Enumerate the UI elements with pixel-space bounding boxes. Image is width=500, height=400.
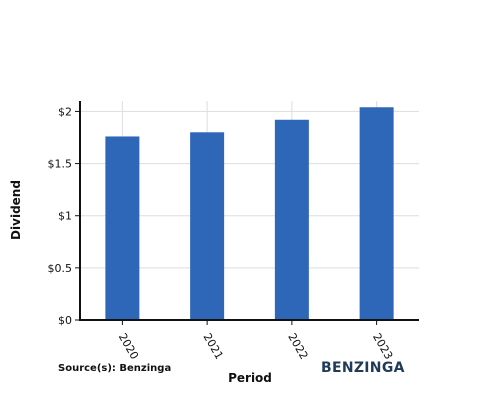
bar-2023 <box>359 107 394 320</box>
y-tick-label: $2 <box>58 105 72 118</box>
x-tick-label: 2020 <box>116 331 141 362</box>
bar-2020 <box>105 136 140 320</box>
bars <box>105 107 394 321</box>
benzinga-logo: BENZINGA <box>321 360 405 376</box>
x-tick-label: 2023 <box>370 331 395 362</box>
x-tick-label: 2022 <box>285 331 310 362</box>
x-tick-label: 2021 <box>201 331 226 362</box>
y-tick-label: $1.5 <box>48 158 73 171</box>
x-tick-labels: 2020 2021 2022 2023 <box>116 331 396 362</box>
source-note: Source(s): Benzinga <box>58 363 172 374</box>
y-tick-label: $1 <box>58 210 72 223</box>
y-tick-label: $0.5 <box>48 262 73 275</box>
axes <box>75 101 419 325</box>
y-tick-labels: $0 $0.5 $1 $1.5 $2 <box>48 105 73 327</box>
x-axis-label: Period <box>228 371 272 385</box>
bar-2022 <box>274 119 309 321</box>
y-axis-label: Dividend <box>9 180 23 240</box>
bar-2021 <box>190 132 225 320</box>
y-tick-label: $0 <box>58 314 72 327</box>
